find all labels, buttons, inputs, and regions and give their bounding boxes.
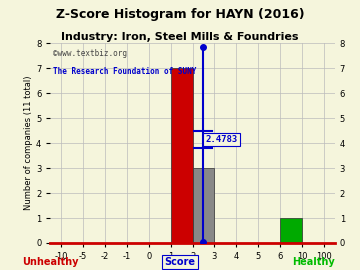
Text: Unhealthy: Unhealthy <box>22 256 78 266</box>
Text: Z-Score Histogram for HAYN (2016): Z-Score Histogram for HAYN (2016) <box>56 8 304 21</box>
Text: 2.4783: 2.4783 <box>205 135 238 144</box>
Text: Healthy: Healthy <box>292 256 334 266</box>
Bar <box>171 68 193 243</box>
Text: Industry: Iron, Steel Mills & Foundries: Industry: Iron, Steel Mills & Foundries <box>61 32 299 42</box>
Text: ©www.textbiz.org: ©www.textbiz.org <box>53 49 127 58</box>
Text: Score: Score <box>165 256 195 266</box>
Bar <box>280 218 302 243</box>
Bar <box>193 168 215 243</box>
Y-axis label: Number of companies (11 total): Number of companies (11 total) <box>24 76 33 210</box>
Text: The Research Foundation of SUNY: The Research Foundation of SUNY <box>53 67 197 76</box>
